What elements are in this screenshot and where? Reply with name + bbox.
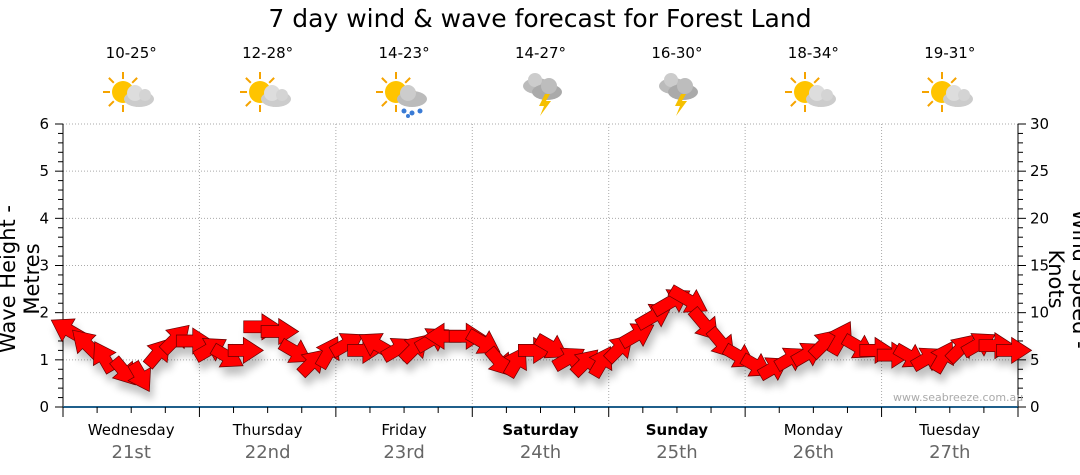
sun-cloud-rain-icon <box>374 68 434 118</box>
x-tick-label-date: 23rd <box>383 442 425 463</box>
y-tick-label-right: 10 <box>1030 304 1049 322</box>
x-tick-label-date: 25th <box>656 442 698 463</box>
day-temp-range: 14-27° <box>514 44 567 62</box>
x-tick-label-day: Monday <box>783 421 843 439</box>
day-temp-range: 16-30° <box>651 44 703 62</box>
x-tick-label-date: 26th <box>792 442 835 463</box>
x-tick-label-date: 24th <box>519 442 562 463</box>
x-tick-label-day: Saturday <box>502 421 579 439</box>
y-tick-label-right: 30 <box>1030 115 1049 133</box>
day-temp-range: 18-34° <box>787 44 839 62</box>
sun-cloud-icon <box>101 68 161 118</box>
wind-arrow <box>518 336 555 365</box>
y-tick-label-right: 25 <box>1030 162 1049 180</box>
wind-arrow <box>109 355 136 386</box>
chart-title: 7 day wind & wave forecast for Forest La… <box>268 4 812 33</box>
day-temp-range: 14-23° <box>378 44 430 62</box>
x-tick-label-date: 22nd <box>244 442 291 463</box>
x-tick-label-date: 21st <box>111 442 151 463</box>
day-temp-range: 12-28° <box>242 44 294 62</box>
y-tick-label-right: 20 <box>1030 209 1049 227</box>
x-tick-label-day: Tuesday <box>919 421 981 439</box>
wind-arrow <box>618 323 655 350</box>
x-tick-label-day: Wednesday <box>87 421 175 439</box>
x-tick-label-date: 27th <box>929 442 971 463</box>
storm-icon <box>511 68 571 118</box>
watermark: www.seabreeze.com.au <box>893 391 1024 404</box>
sun-cloud-icon <box>920 68 980 118</box>
storm-icon <box>647 68 707 118</box>
wind-arrow <box>876 341 913 369</box>
wind-arrow <box>347 336 384 365</box>
wind-arrow <box>260 317 300 346</box>
wind-arrow <box>484 345 512 377</box>
wind-arrow <box>227 336 264 365</box>
y-tick-label-left: 3 <box>39 257 49 275</box>
x-tick-label-day: Thursday <box>232 421 303 439</box>
x-tick-label-day: Sunday <box>645 421 709 439</box>
wind-arrow <box>127 360 151 392</box>
sun-cloud-icon <box>783 68 843 118</box>
day-temp-range: 10-25° <box>105 44 157 62</box>
x-tick-label-day: Friday <box>381 421 427 439</box>
day-temp-range: 19-31° <box>924 44 976 62</box>
y-tick-label-left: 2 <box>39 304 49 322</box>
y-tick-label-right: 5 <box>1030 351 1040 369</box>
y-tick-label-left: 0 <box>39 398 49 416</box>
sun-cloud-icon <box>238 68 298 118</box>
wind-arrow <box>996 336 1033 365</box>
wind-arrow <box>826 321 853 357</box>
y-tick-label-left: 4 <box>39 209 49 227</box>
y-tick-label-left: 5 <box>39 162 49 180</box>
y-tick-label-left: 1 <box>39 351 49 369</box>
y-tick-label-right: 0 <box>1030 398 1040 416</box>
wind-arrow <box>533 333 569 359</box>
y-tick-label-left: 6 <box>39 115 49 133</box>
y-tick-label-right: 15 <box>1030 257 1049 275</box>
